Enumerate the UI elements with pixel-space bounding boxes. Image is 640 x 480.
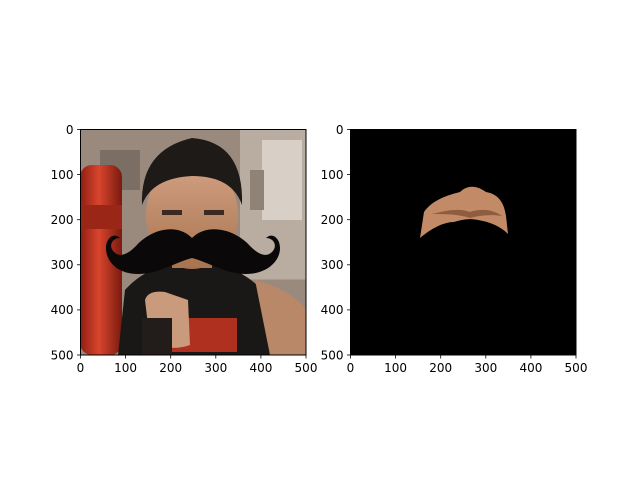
- right-x-tick-label-0: 0: [347, 361, 355, 375]
- right-x-tick-label-1: 100: [384, 361, 407, 375]
- skin-mask-shade: [432, 209, 502, 218]
- right-x-tick-label-4: 400: [519, 361, 542, 375]
- left-y-tick-label-1: 100: [51, 168, 74, 182]
- left-x-tick-label-3: 300: [204, 361, 227, 375]
- right-x-tick-label-3: 300: [474, 361, 497, 375]
- punching-bag-band: [80, 205, 122, 229]
- left-wall-poster-2: [250, 170, 264, 210]
- left-y-ticks: 0 100 200 300 400 500: [51, 123, 81, 362]
- left-y-tick-label-2: 200: [51, 213, 74, 227]
- right-y-tick-label-5: 500: [321, 348, 344, 362]
- right-x-ticks: 0 100 200 300 400 500: [347, 355, 588, 375]
- left-eye: [162, 210, 182, 215]
- right-y-ticks: 0 100 200 300 400 500: [321, 123, 351, 362]
- left-x-tick-label-0: 0: [77, 361, 85, 375]
- left-x-tick-label-5: 500: [295, 361, 318, 375]
- left-y-tick-label-5: 500: [51, 348, 74, 362]
- right-x-tick-label-2: 200: [429, 361, 452, 375]
- right-image: [350, 129, 576, 355]
- right-axes-frame: [350, 129, 577, 356]
- left-y-tick-label-4: 400: [51, 303, 74, 317]
- left-wall-posters: [262, 140, 302, 220]
- left-y-tick-label-3: 300: [51, 258, 74, 272]
- left-axes-frame: [80, 129, 307, 356]
- left-axes: 0 100 200 300 400 500 0 100 200 300 400 500: [51, 123, 318, 375]
- right-eye: [204, 210, 224, 215]
- right-y-tick-label-0: 0: [336, 123, 344, 137]
- right-y-tick-label-1: 100: [321, 168, 344, 182]
- mustache: [106, 229, 280, 274]
- right-y-tick-label-2: 200: [321, 213, 344, 227]
- right-x-tick-label-5: 500: [565, 361, 588, 375]
- right-y-tick-label-4: 400: [321, 303, 344, 317]
- right-y-tick-label-3: 300: [321, 258, 344, 272]
- right-arm: [255, 280, 306, 355]
- left-x-tick-label-4: 400: [249, 361, 272, 375]
- right-axes: 0 100 200 300 400 500 0 100 200 300 400 500: [321, 123, 588, 375]
- left-x-ticks: 0 100 200 300 400 500: [77, 355, 318, 375]
- left-image: [80, 129, 306, 355]
- hand-wrap: [142, 318, 172, 355]
- left-x-tick-label-1: 100: [114, 361, 137, 375]
- left-x-tick-label-2: 200: [159, 361, 182, 375]
- left-y-tick-label-0: 0: [66, 123, 74, 137]
- right-background: [350, 129, 576, 355]
- hair: [141, 138, 243, 205]
